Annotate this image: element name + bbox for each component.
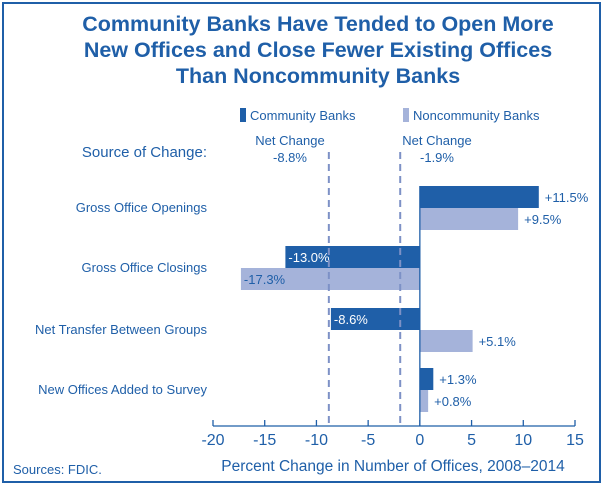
data-label-noncommunity-banks-gross-office-openings: +9.5% <box>524 212 562 227</box>
bars: +11.5% -13.0% -8.6% +1.3% +9.5% -17.3% +5.1% +0… <box>240 186 589 412</box>
data-label-noncommunity-banks-net-transfer-between-groups: +5.1% <box>479 334 517 349</box>
x-tick-label: 15 <box>566 432 584 449</box>
x-axis: -20 -15 -10 -5 0 5 10 15 <box>201 186 584 449</box>
category-labels: Gross Office Openings Gross Office Closin… <box>35 200 207 397</box>
x-tick-label: 5 <box>467 432 476 449</box>
bar-community-banks-gross-office-closings <box>285 246 420 268</box>
category-header: Source of Change: <box>82 144 207 161</box>
category-label-gross-office-closings: Gross Office Closings <box>82 260 208 275</box>
category-label-new-offices-added-to-survey: New Offices Added to Survey <box>38 382 207 397</box>
category-label-gross-office-openings: Gross Office Openings <box>76 200 208 215</box>
x-axis-title: Percent Change in Number of Offices, 200… <box>221 458 565 475</box>
legend-label-noncommunity: Noncommunity Banks <box>413 108 540 123</box>
title-line-2: New Offices and Close Fewer Existing Off… <box>84 38 552 62</box>
data-label-community-banks-net-transfer-between-groups: -8.6% <box>334 312 368 327</box>
data-label-noncommunity-banks-new-offices-added-to-survey: +0.8% <box>434 394 472 409</box>
legend-swatch-community <box>240 108 246 122</box>
category-label-net-transfer-between-groups: Net Transfer Between Groups <box>35 322 207 337</box>
chart-frame <box>2 2 601 483</box>
data-label-community-banks-gross-office-closings: -13.0% <box>288 250 330 265</box>
legend-label-community: Community Banks <box>250 108 356 123</box>
bar-noncommunity-banks-gross-office-openings <box>419 208 519 230</box>
title-line-1: Community Banks Have Tended to Open More <box>82 12 554 36</box>
bar-community-banks-new-offices-added-to-survey <box>419 368 434 390</box>
legend: Community Banks Noncommunity Banks <box>240 108 540 123</box>
bar-noncommunity-banks-net-transfer-between-groups <box>419 330 473 352</box>
chart-title: Community Banks Have Tended to Open More… <box>82 12 554 88</box>
net-change-value-community: -8.8% <box>273 150 307 165</box>
net-change-label-noncommunity: Net Change <box>402 133 471 148</box>
bar-community-banks-gross-office-openings <box>419 186 539 208</box>
x-tick-label: -15 <box>253 432 276 449</box>
title-line-3: Than Noncommunity Banks <box>176 64 460 88</box>
x-tick-label: 0 <box>415 432 424 449</box>
net-change-label-community: Net Change <box>255 133 324 148</box>
source-note: Sources: FDIC. <box>13 462 102 477</box>
data-label-noncommunity-banks-gross-office-closings: -17.3% <box>244 272 286 287</box>
x-tick-label: -20 <box>201 432 224 449</box>
x-tick-label: -10 <box>305 432 328 449</box>
legend-swatch-noncommunity <box>403 108 409 122</box>
net-change-value-noncommunity: -1.9% <box>420 150 454 165</box>
data-label-community-banks-new-offices-added-to-survey: +1.3% <box>439 372 477 387</box>
bar-community-banks-net-transfer-between-groups <box>330 308 420 330</box>
x-tick-label: 10 <box>514 432 532 449</box>
bar-noncommunity-banks-gross-office-closings <box>240 268 420 290</box>
reference-lines <box>327 152 402 426</box>
x-tick-label: -5 <box>361 432 375 449</box>
bar-noncommunity-banks-new-offices-added-to-survey <box>419 390 429 412</box>
data-label-community-banks-gross-office-openings: +11.5% <box>545 190 589 205</box>
